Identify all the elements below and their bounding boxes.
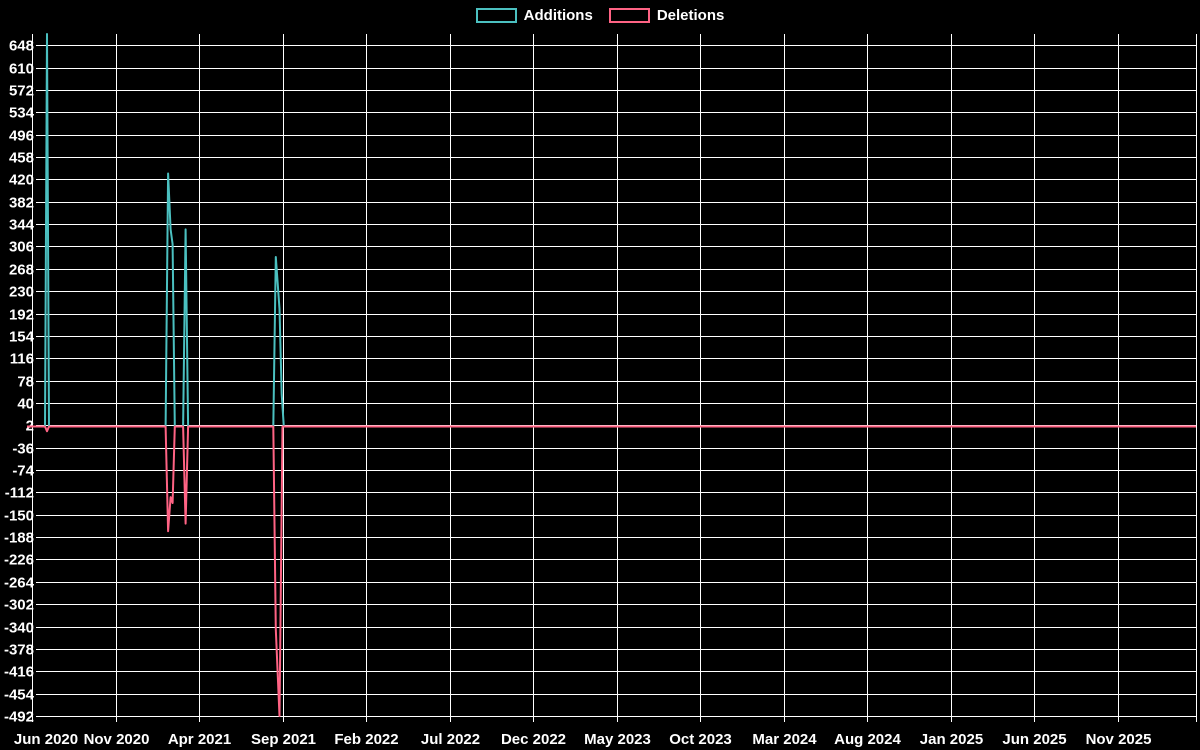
- series-line-deletions: [27, 425, 1196, 717]
- x-tick-label: Aug 2024: [834, 731, 901, 748]
- y-tick-label: 268: [9, 262, 34, 279]
- y-tick-label: -264: [4, 575, 35, 592]
- y-tick-label: -416: [4, 664, 34, 681]
- y-tick-label: 154: [9, 329, 35, 346]
- y-tick-label: -454: [4, 687, 35, 704]
- y-tick-label: 382: [9, 195, 34, 212]
- y-tick-label: -74: [12, 463, 34, 480]
- x-tick-label: Jun 2025: [1002, 731, 1066, 748]
- x-tick-label: Jul 2022: [421, 731, 480, 748]
- chart-legend: Additions Deletions: [0, 8, 1200, 23]
- y-tick-label: -112: [5, 485, 34, 502]
- y-axis-labels: 648 610 572 534 496 458 420 382 344 306 268 230 192 1…: [4, 38, 35, 726]
- y-tick-label: -492: [4, 709, 34, 726]
- x-tick-label: Jan 2025: [920, 731, 983, 748]
- y-tick-label: 420: [9, 172, 34, 189]
- y-tick-label: -188: [4, 530, 34, 547]
- x-axis-labels: Jun 2020 Nov 2020 Apr 2021 Sep 2021 Feb 2022…: [14, 731, 1152, 748]
- x-tick-label: Jun 2020: [14, 731, 78, 748]
- y-tick-label: -226: [4, 552, 34, 569]
- y-tick-label: -340: [4, 620, 34, 637]
- legend-swatch-additions: [475, 8, 517, 23]
- y-tick-label: 306: [9, 239, 34, 256]
- y-tick-label: -302: [4, 597, 34, 614]
- y-tick-label: 610: [9, 61, 34, 78]
- x-tick-label: Nov 2020: [84, 731, 150, 748]
- x-tick-label: Sep 2021: [251, 731, 316, 748]
- legend-label-additions: Additions: [523, 7, 593, 24]
- y-tick-label: 572: [9, 83, 34, 100]
- x-tick-label: May 2023: [584, 731, 651, 748]
- y-tick-label: 116: [10, 351, 34, 368]
- y-tick-label: -36: [12, 441, 34, 458]
- y-tick-label: 78: [17, 374, 34, 391]
- y-tick-label: 496: [9, 128, 34, 145]
- x-gridlines: [32, 34, 1197, 722]
- x-tick-label: Mar 2024: [752, 731, 817, 748]
- y-tick-label: 458: [9, 150, 34, 167]
- y-gridlines: [36, 45, 1196, 717]
- x-tick-label: Apr 2021: [168, 731, 231, 748]
- x-tick-label: Dec 2022: [501, 731, 566, 748]
- legend-label-deletions: Deletions: [656, 7, 725, 24]
- x-tick-label: Nov 2025: [1086, 731, 1152, 748]
- y-tick-label: 230: [9, 284, 34, 301]
- legend-item-additions[interactable]: Additions: [475, 7, 593, 24]
- y-tick-label: -150: [4, 508, 34, 525]
- y-tick-label: 534: [9, 105, 35, 122]
- series-lines: [27, 33, 1196, 717]
- x-tick-label: Feb 2022: [334, 731, 398, 748]
- x-tick-label: Oct 2023: [669, 731, 732, 748]
- y-tick-label: 192: [9, 307, 34, 324]
- legend-item-deletions[interactable]: Deletions: [608, 7, 725, 24]
- y-tick-label: 344: [9, 217, 35, 234]
- y-tick-label: -378: [4, 642, 34, 659]
- y-tick-label: 648: [9, 38, 34, 55]
- y-tick-label: 40: [17, 396, 34, 413]
- legend-swatch-deletions: [608, 8, 650, 23]
- series-line-additions: [27, 33, 1196, 428]
